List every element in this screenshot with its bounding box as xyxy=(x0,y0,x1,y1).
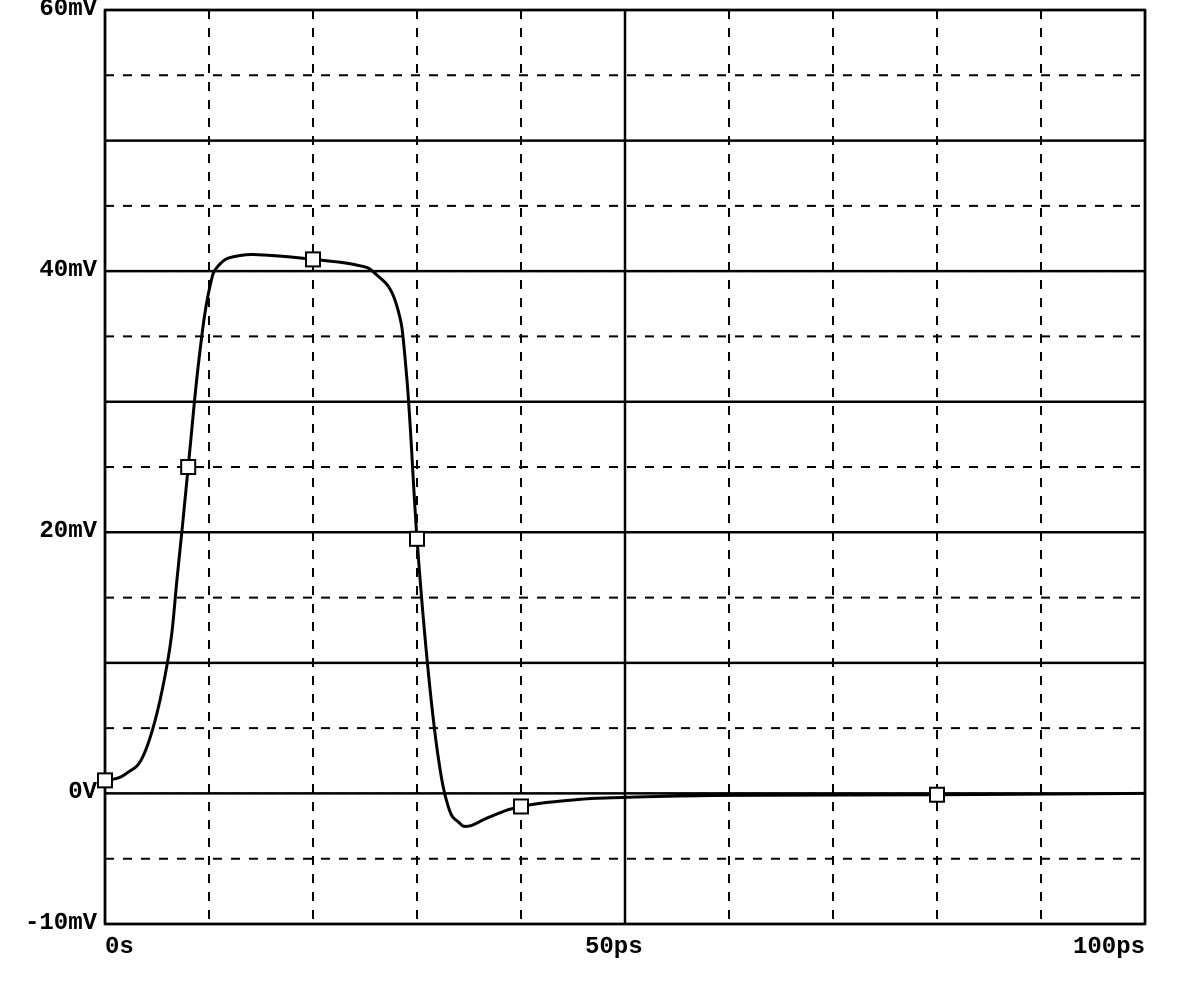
x-tick-label: 50ps xyxy=(585,934,643,961)
chart-svg xyxy=(0,0,1178,988)
y-tick-label: -10mV xyxy=(25,910,97,937)
y-tick-label: 0V xyxy=(68,779,97,806)
x-tick-label: 0s xyxy=(105,934,134,961)
oscilloscope-chart: -10mV 0V 20mV 40mV 60mV 0s 50ps 100ps xyxy=(0,0,1178,988)
y-tick-label: 60mV xyxy=(39,0,97,23)
y-tick-label: 20mV xyxy=(39,518,97,545)
y-tick-label: 40mV xyxy=(39,257,97,284)
x-tick-label: 100ps xyxy=(1073,934,1145,961)
